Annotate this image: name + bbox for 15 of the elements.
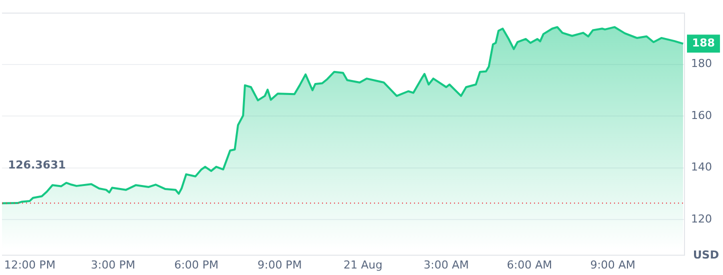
- x-tick-label: 6:00 AM: [506, 258, 552, 272]
- y-tick-label: 140: [691, 160, 712, 174]
- x-tick-label: 9:00 PM: [257, 258, 302, 272]
- x-tick-label: 3:00 PM: [90, 258, 136, 272]
- x-tick-label: 6:00 PM: [174, 258, 219, 272]
- y-tick-label: 120: [691, 212, 712, 226]
- annotation: 188: [692, 36, 715, 50]
- y-tick-label: 180: [691, 57, 712, 70]
- y-tick-label: 160: [691, 108, 712, 122]
- ref-line-label: 126.3631: [8, 158, 66, 172]
- x-tick-label: 9:00 AM: [590, 258, 636, 272]
- x-tick-label: 3:00 AM: [424, 258, 469, 272]
- x-tick-label: 12:00 PM: [4, 258, 56, 272]
- x-tick-label: 21 Aug: [343, 258, 382, 272]
- y-axis-title: USD: [693, 248, 719, 262]
